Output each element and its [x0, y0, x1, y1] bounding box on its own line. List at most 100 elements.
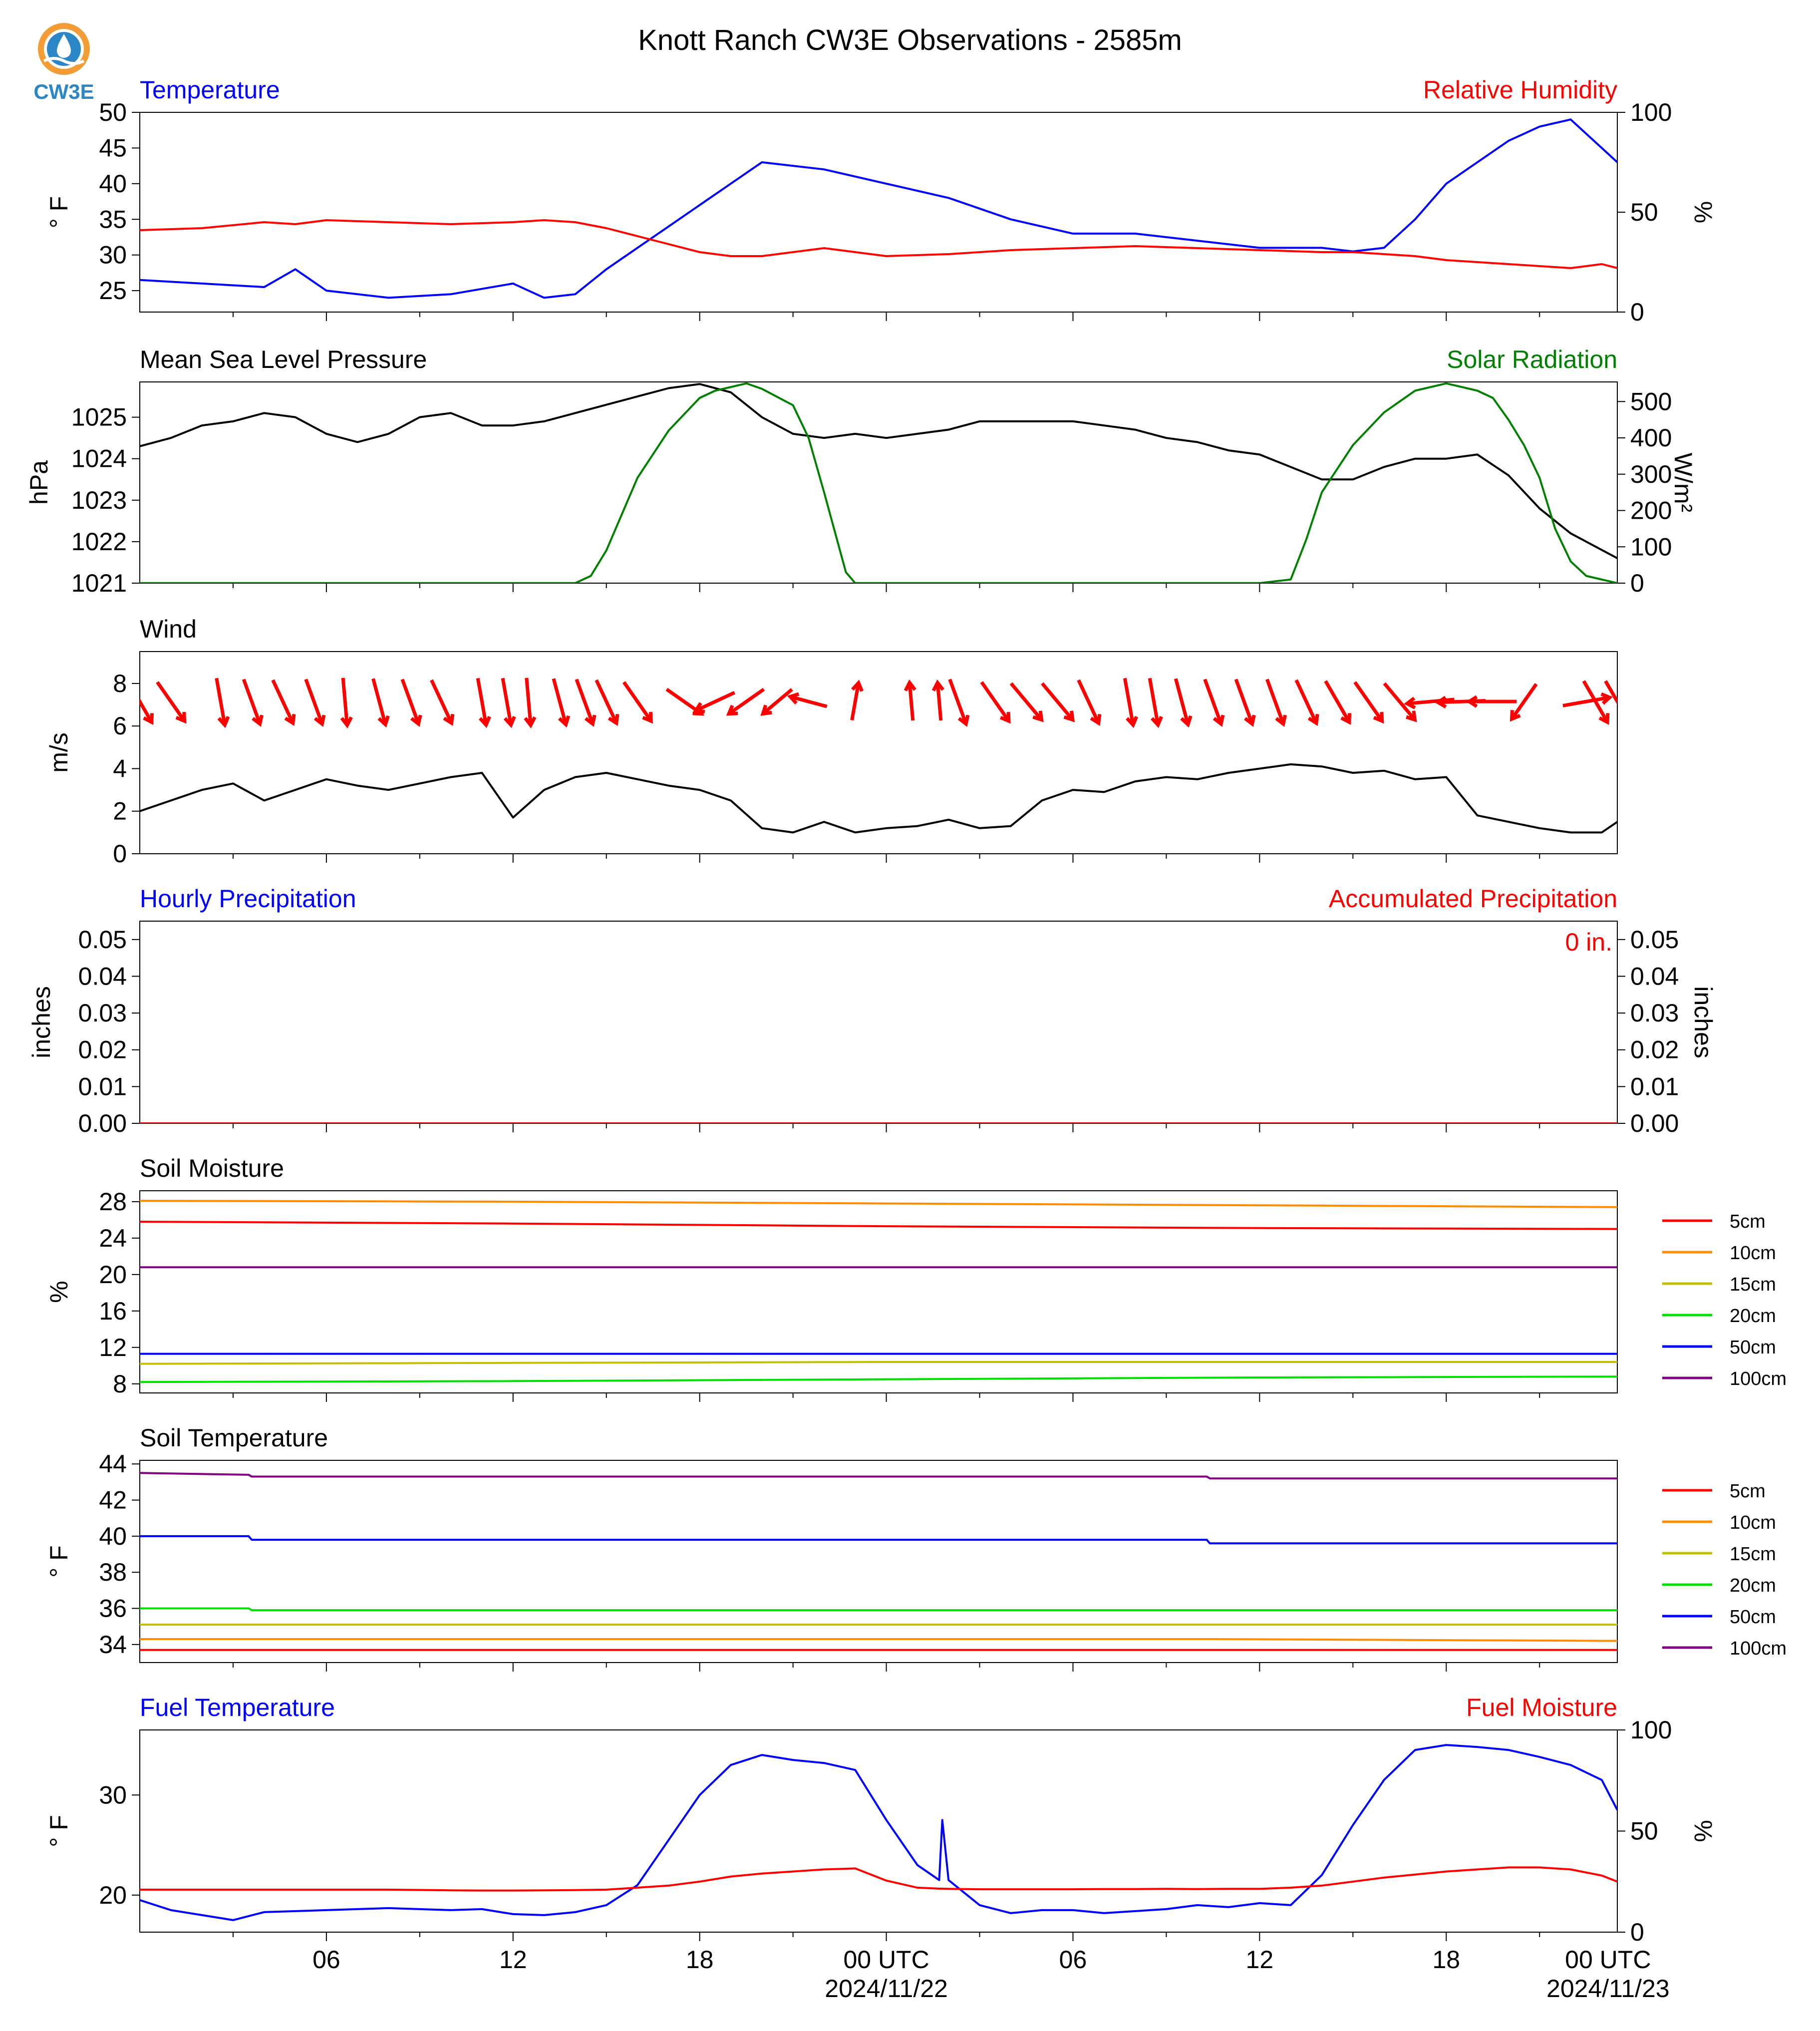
wind-arrow: [1353, 681, 1384, 724]
wind-arrow: [340, 677, 353, 729]
y2-axis-label: W/m²: [1669, 453, 1697, 512]
y-tick-label: 1021: [71, 569, 127, 597]
wind-arrow: [1123, 677, 1138, 728]
wind-arrow: [1383, 682, 1417, 722]
y-tick-label: 0.00: [78, 1109, 127, 1137]
y-tick-label: 0.02: [78, 1036, 127, 1064]
wind-arrow-shaft: [1353, 681, 1384, 722]
wind-arrow-head: [1180, 715, 1193, 728]
y-axis-label: ° F: [45, 1545, 73, 1577]
wind-arrow: [948, 678, 970, 727]
y-axis-label: ° F: [45, 196, 73, 228]
wind-arrow-head: [1373, 711, 1384, 724]
cw3e-logo: CW3E: [33, 23, 94, 103]
legend-label: 5cm: [1730, 1481, 1766, 1502]
panel-title: Mean Sea Level Pressure: [140, 345, 427, 373]
wind-arrow-head: [217, 715, 230, 728]
wind-arrow: [271, 679, 296, 726]
wind-arrow: [524, 677, 537, 729]
wind-arrow-shaft: [215, 677, 227, 725]
plot-frame: [139, 112, 1618, 313]
wind-arrow-shaft: [948, 678, 968, 725]
wind-arrow-head: [443, 713, 455, 726]
y2-tick-label: 0.00: [1630, 1109, 1679, 1137]
y-tick-label: 40: [99, 170, 127, 198]
wind-arrow-head: [1213, 714, 1225, 727]
wind-arrow-shaft: [1123, 677, 1135, 725]
wind-arrow: [1604, 680, 1617, 705]
wind-arrow-shaft: [762, 688, 793, 715]
wind-arrow: [1466, 695, 1517, 708]
y-tick-label: 2: [113, 797, 127, 825]
wind-arrow-shaft: [400, 678, 420, 725]
wind-arrow: [787, 692, 828, 708]
legend-label: 10cm: [1730, 1243, 1776, 1264]
y-tick-label: 50: [99, 98, 127, 126]
y2-tick-label: 0.01: [1630, 1072, 1679, 1100]
wind-arrow-head: [607, 713, 619, 726]
wind-arrow: [1041, 682, 1075, 722]
wind-arrow-head: [957, 714, 970, 727]
wind-arrow: [552, 678, 571, 728]
y-tick-label: 1023: [71, 486, 127, 514]
y-tick-label: 12: [99, 1334, 127, 1361]
legend-label: 15cm: [1730, 1544, 1776, 1565]
wind-arrow-shaft: [1324, 680, 1351, 723]
y2-axis-label: %: [1689, 1820, 1717, 1842]
wind-arrow-head: [760, 704, 772, 716]
series-line-10cm: [140, 1638, 1617, 1642]
wind-arrow-shaft: [1077, 679, 1100, 724]
y2-tick-label: 0: [1630, 298, 1644, 326]
y-axis-label: inches: [27, 986, 55, 1058]
x-tick-label: 18: [686, 1946, 714, 1974]
wind-arrow-head: [1598, 713, 1610, 725]
y-tick-label: 42: [99, 1486, 127, 1514]
wind-arrow-shaft: [1604, 680, 1617, 705]
wind-arrow-head: [1090, 713, 1102, 726]
wind-arrow-head: [1404, 696, 1416, 709]
panel-title: Hourly Precipitation: [140, 885, 356, 913]
y-tick-label: 1024: [71, 445, 127, 473]
y2-tick-label: 0: [1630, 569, 1644, 597]
wind-arrow-shaft: [525, 677, 533, 725]
wind-arrow: [760, 688, 793, 716]
y-tick-label: 24: [99, 1224, 127, 1252]
wind-arrow: [400, 678, 422, 727]
wind-arrow-head: [584, 714, 597, 727]
wind-arrow-head: [1435, 695, 1447, 708]
wind-arrow-shaft: [1383, 682, 1417, 721]
wind-arrow-shaft: [1294, 679, 1318, 724]
y2-tick-label: 100: [1630, 98, 1672, 126]
panel-title: Soil Temperature: [140, 1424, 328, 1452]
wind-arrow: [1582, 680, 1610, 725]
wind-arrow-shaft: [728, 687, 765, 715]
y-axis-label: %: [45, 1281, 73, 1303]
wind-arrow-head: [1275, 714, 1287, 727]
wind-arrow-head: [1063, 710, 1075, 722]
wind-arrow: [371, 678, 390, 728]
x-tick-label: 06: [312, 1946, 340, 1974]
y-tick-label: 6: [113, 712, 127, 740]
wind-arrow-head: [175, 711, 187, 724]
wind-arrow-head: [313, 714, 326, 727]
x-tick-label: 18: [1432, 1946, 1460, 1974]
wind-arrow-head: [851, 679, 864, 692]
wind-arrow-shaft: [476, 677, 488, 725]
wind-arrow-head: [999, 711, 1011, 724]
wind-arrow-shaft: [1174, 678, 1190, 725]
y-tick-label: 0.03: [78, 999, 127, 1027]
x-tick-label: 12: [499, 1946, 527, 1974]
wind-arrow-shaft: [935, 682, 943, 721]
wind-arrow-head: [284, 713, 296, 726]
series-line-10cm: [140, 1200, 1617, 1208]
wind-arrow-shaft: [271, 679, 295, 724]
wind-arrow-head: [1600, 692, 1613, 705]
panel-title: Temperature: [140, 76, 280, 104]
wind-arrow: [622, 681, 653, 724]
x-tick-label: 12: [1246, 1946, 1274, 1974]
y-tick-label: 1025: [71, 403, 127, 431]
wind-arrow-shaft: [156, 681, 186, 722]
page-title: Knott Ranch CW3E Observations - 2585m: [638, 24, 1182, 56]
y-tick-label: 44: [99, 1450, 127, 1478]
wind-arrow: [1510, 683, 1538, 722]
